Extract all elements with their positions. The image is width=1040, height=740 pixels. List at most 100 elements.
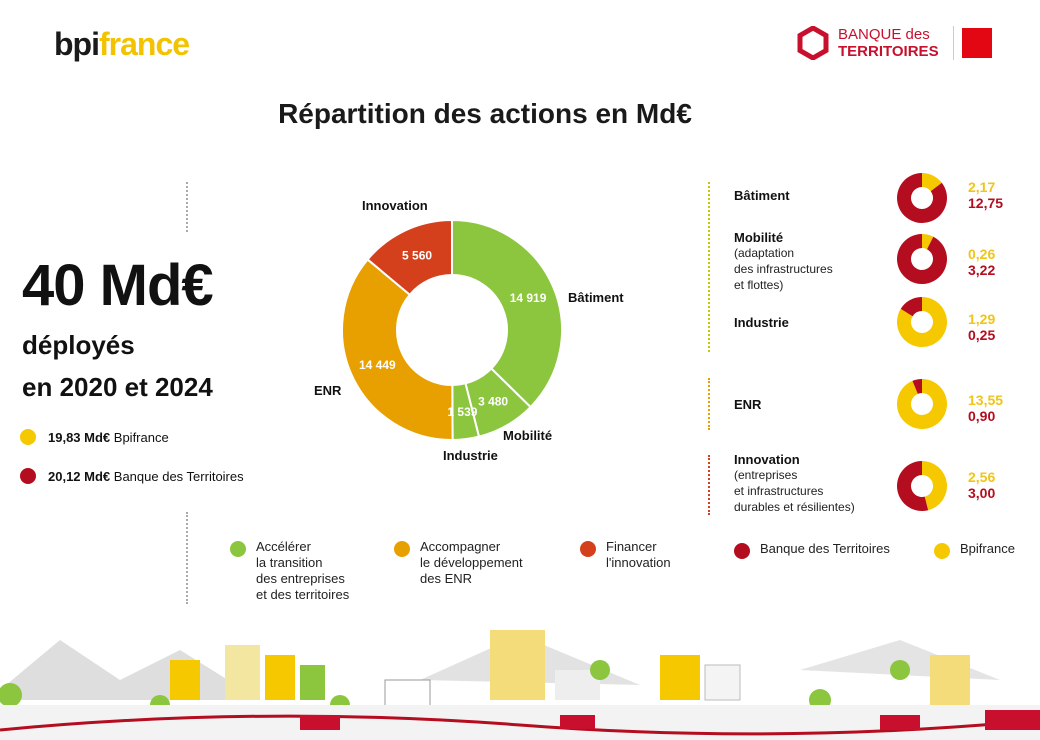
legend-item-transition: Accélérer la transition des entreprises … xyxy=(230,539,349,603)
amount-bdt: 20,12 Md€ xyxy=(48,468,111,484)
row-subtitle: des infrastructures xyxy=(734,262,833,276)
legend-line: Accélérer xyxy=(256,539,311,554)
slice-value-label: 3 480 xyxy=(478,395,508,409)
slice-value-label: 14 449 xyxy=(359,358,396,372)
slice-bdt xyxy=(897,173,947,223)
value-bdt: 3,00 xyxy=(968,485,996,501)
legend-line: la transition xyxy=(256,555,323,570)
slice-enr xyxy=(341,258,454,441)
amount-bpifrance: 19,83 Md€ xyxy=(48,429,111,445)
small-donut-mobilite xyxy=(897,234,947,284)
divider xyxy=(708,455,710,515)
category-label-industrie: Industrie xyxy=(443,448,498,463)
row-title: Mobilité xyxy=(734,230,784,245)
row-label-industrie: Industrie xyxy=(734,315,789,330)
value-bpifrance: 2,17 xyxy=(968,179,996,195)
slice-bdt xyxy=(897,461,929,511)
bpifrance-logo-part2: france xyxy=(98,26,190,62)
red-dot-icon xyxy=(20,468,36,484)
slice-bpifrance xyxy=(897,297,947,347)
legend-line: des ENR xyxy=(420,571,473,586)
row-subtitle: (adaptation xyxy=(734,246,795,260)
small-donut-batiment xyxy=(897,173,947,223)
row-label-mobilite: Mobilité (adaptation des infrastructures… xyxy=(734,230,833,293)
legend-line: le développement xyxy=(420,555,523,570)
page-title: Répartition des actions en Md€ xyxy=(278,98,692,129)
legend-line: l'innovation xyxy=(606,555,671,570)
category-label-mobilite: Mobilité xyxy=(503,428,553,443)
slice-bpifrance xyxy=(922,173,942,192)
yellow-dot-icon xyxy=(20,429,36,445)
values-industrie: 1,29 0,25 xyxy=(968,311,995,343)
legend-bdt-amount: 20,12 Md€ Banque des Territoires xyxy=(20,468,244,484)
legend-line: des entreprises xyxy=(256,571,345,586)
values-enr: 13,55 0,90 xyxy=(968,392,1003,424)
row-title: Innovation xyxy=(734,452,800,467)
legend-bpifrance-amount: 19,83 Md€ Bpifrance xyxy=(20,429,169,445)
category-label-enr: ENR xyxy=(314,383,342,398)
divider xyxy=(708,182,710,352)
row-subtitle: et infrastructures xyxy=(734,484,824,498)
row-title: Industrie xyxy=(734,315,789,330)
slice-bdt xyxy=(897,234,947,284)
red-dot-icon xyxy=(734,543,750,559)
legend-item-bdt: Banque des Territoires xyxy=(734,541,890,559)
category-label-batiment: Bâtiment xyxy=(568,290,624,305)
red-orange-dot-icon xyxy=(580,541,596,557)
row-subtitle: (entreprises xyxy=(734,468,798,482)
legend-line: Accompagner xyxy=(420,539,501,554)
label-bdt: Banque des Territoires xyxy=(113,468,244,484)
orange-dot-icon xyxy=(394,541,410,557)
logo-separator xyxy=(952,26,954,60)
value-bdt: 3,22 xyxy=(968,262,996,278)
bpifrance-logo-part1: bpi xyxy=(54,26,100,62)
row-title: Bâtiment xyxy=(734,188,790,203)
row-subtitle: et flottes) xyxy=(734,278,784,292)
legend-line: Financer xyxy=(606,539,657,554)
slice-value-label: 5 560 xyxy=(402,248,432,262)
divider xyxy=(708,378,710,430)
values-batiment: 2,17 12,75 xyxy=(968,179,1003,211)
value-bpifrance: 0,26 xyxy=(968,246,996,262)
value-bdt: 0,25 xyxy=(968,327,996,343)
slice-bâtiment xyxy=(451,218,563,409)
legend-label: Banque des Territoires xyxy=(760,541,890,556)
divider xyxy=(186,182,188,232)
legend-line: et des territoires xyxy=(256,587,350,602)
row-subtitle: durables et résilientes) xyxy=(734,500,855,514)
value-bdt: 12,75 xyxy=(968,195,1004,211)
slice-innovation xyxy=(366,218,453,297)
value-bpifrance: 13,55 xyxy=(968,392,1004,408)
bdt-logo-line1: BANQUE des xyxy=(838,26,930,43)
total-amount: 40 Md€ xyxy=(22,253,214,318)
green-dot-icon xyxy=(230,541,246,557)
legend-item-bpifrance: Bpifrance xyxy=(934,541,1015,559)
legend-item-enr: Accompagner le développement des ENR xyxy=(394,539,523,587)
slice-bdt xyxy=(900,297,922,317)
value-bpifrance: 2,56 xyxy=(968,469,996,485)
row-label-batiment: Bâtiment xyxy=(734,188,790,203)
small-donut-innovation xyxy=(897,461,947,511)
slice-bpifrance xyxy=(922,461,947,511)
small-donut-industrie xyxy=(897,297,947,347)
legend-label: Bpifrance xyxy=(960,541,1015,556)
values-mobilite: 0,26 3,22 xyxy=(968,246,995,278)
summary-line2: en 2020 et 2024 xyxy=(22,372,213,402)
values-innovation: 2,56 3,00 xyxy=(968,469,995,501)
divider xyxy=(186,512,188,604)
row-label-enr: ENR xyxy=(734,397,761,412)
small-donut-enr xyxy=(897,379,947,429)
hexagon-icon xyxy=(797,26,829,60)
value-bdt: 0,90 xyxy=(968,408,996,424)
slice-value-label: 1 539 xyxy=(447,405,477,419)
legend-item-innovation: Financer l'innovation xyxy=(580,539,671,571)
value-bpifrance: 1,29 xyxy=(968,311,996,327)
row-title: ENR xyxy=(734,397,762,412)
slice-bdt xyxy=(912,379,922,394)
caisse-des-depots-logo xyxy=(961,28,992,58)
yellow-dot-icon xyxy=(934,543,950,559)
banque-des-territoires-logo: BANQUE des TERRITOIRES xyxy=(796,26,992,60)
slice-bpifrance xyxy=(897,379,947,429)
slice-value-label: 14 919 xyxy=(510,291,547,305)
